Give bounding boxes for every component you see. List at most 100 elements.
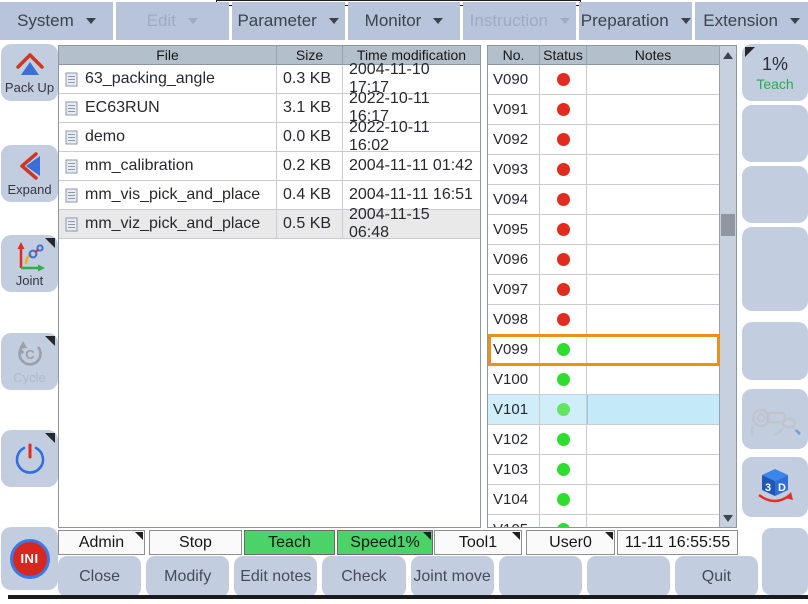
- power-button[interactable]: [1, 430, 58, 487]
- file-row-selected[interactable]: mm_viz_pick_and_place 0.5 KB 2004-11-15 …: [59, 206, 480, 241]
- status-tool[interactable]: Tool1: [434, 530, 522, 555]
- pack-up-button[interactable]: Pack Up: [1, 44, 58, 101]
- joint-button[interactable]: Joint: [1, 235, 58, 292]
- notes-cell[interactable]: [587, 365, 719, 394]
- modify-button[interactable]: Modify: [146, 556, 230, 597]
- status-cell: [540, 155, 587, 184]
- var-row[interactable]: V097: [488, 275, 736, 305]
- status-mode[interactable]: Teach: [244, 530, 335, 555]
- user-level-label: Admin: [78, 533, 125, 551]
- jog-button-3[interactable]: [742, 227, 808, 311]
- menu-preparation[interactable]: Preparation: [579, 2, 693, 40]
- var-row[interactable]: V093: [488, 155, 736, 185]
- file-row[interactable]: mm_vis_pick_and_place 0.4 KB 2004-11-11 …: [59, 181, 480, 210]
- var-row[interactable]: V091: [488, 95, 736, 125]
- menu-instruction-label: Instruction: [469, 11, 549, 30]
- jog-button-2[interactable]: [742, 166, 808, 223]
- file-column-header: File: [59, 46, 277, 64]
- var-row[interactable]: V100: [488, 365, 736, 395]
- blank-button-2[interactable]: [586, 556, 670, 597]
- close-button[interactable]: Close: [58, 556, 142, 597]
- notes-cell[interactable]: [587, 455, 719, 484]
- triangle-up-icon: [723, 51, 733, 59]
- var-row[interactable]: V095: [488, 215, 736, 245]
- mode-label: Teach: [268, 533, 311, 551]
- svg-text:3: 3: [765, 482, 771, 494]
- var-row[interactable]: V102: [488, 425, 736, 455]
- var-row[interactable]: V103: [488, 455, 736, 485]
- scroll-up-button[interactable]: [720, 46, 736, 64]
- notes-cell[interactable]: [587, 65, 719, 94]
- file-row[interactable]: demo 0.0 KB 2022-10-11 16:02: [59, 119, 480, 154]
- chevron-down-icon: [680, 18, 691, 24]
- file-row[interactable]: EC63RUN 3.1 KB 2022-10-11 16:17: [59, 90, 480, 125]
- var-row[interactable]: V096: [488, 245, 736, 275]
- status-cell: [540, 305, 587, 334]
- notes-cell[interactable]: [587, 155, 719, 184]
- notes-cell[interactable]: [587, 185, 719, 214]
- power-icon: [15, 443, 44, 474]
- notes-cell[interactable]: [587, 95, 719, 124]
- notes-cell[interactable]: [587, 125, 719, 154]
- variable-table-scrollbar[interactable]: [719, 46, 736, 527]
- chevron-down-icon: [560, 18, 571, 24]
- var-row[interactable]: V104: [488, 485, 736, 515]
- notes-cell[interactable]: [587, 245, 719, 274]
- expand-button[interactable]: Expand: [1, 145, 58, 202]
- status-dot: [556, 223, 570, 236]
- status-dot: [556, 283, 570, 296]
- speed-mode-label: Teach: [756, 75, 794, 92]
- file-row[interactable]: 63_packing_angle 0.3 KB 2004-11-10 17:17: [59, 61, 480, 96]
- speed-teach-button[interactable]: 1% Teach: [742, 44, 808, 101]
- status-user-frame[interactable]: User0: [526, 530, 615, 555]
- var-row-outlined[interactable]: V099: [488, 335, 736, 365]
- status-user-level[interactable]: Admin: [58, 530, 145, 555]
- menu-parameter-label: Parameter: [237, 11, 317, 30]
- corner-blank-button[interactable]: [762, 528, 808, 595]
- var-no: V101: [488, 395, 540, 424]
- scrollbar-thumb[interactable]: [721, 214, 735, 236]
- file-icon: [65, 130, 78, 144]
- status-dot: [556, 523, 570, 527]
- edit-notes-button[interactable]: Edit notes: [234, 556, 318, 597]
- menu-system[interactable]: System: [0, 2, 113, 40]
- joint-move-button[interactable]: Joint move: [410, 556, 494, 597]
- status-dot: [556, 73, 570, 86]
- notes-cell[interactable]: [587, 305, 719, 334]
- var-row[interactable]: V105: [488, 515, 736, 527]
- notes-cell[interactable]: [587, 485, 719, 514]
- ini-button[interactable]: INI: [1, 527, 58, 590]
- jog-button-4[interactable]: [742, 322, 808, 380]
- var-row-highlighted[interactable]: V101: [488, 395, 736, 425]
- blank-button-1[interactable]: [498, 556, 582, 597]
- menu-parameter[interactable]: Parameter: [231, 2, 345, 40]
- status-speed[interactable]: Speed1%: [337, 530, 433, 555]
- menu-instruction: Instruction: [463, 2, 577, 40]
- file-time: 2004-11-11 16:51: [349, 186, 473, 203]
- file-row[interactable]: mm_calibration 0.2 KB 2004-11-11 01:42: [59, 152, 480, 181]
- variable-table: No. Status Notes V090 V091 V092 V093 V09…: [487, 45, 737, 528]
- file-time: 2022-10-11 16:02: [349, 119, 430, 154]
- notes-cell[interactable]: [587, 425, 719, 454]
- quit-button[interactable]: Quit: [674, 556, 758, 597]
- menu-monitor[interactable]: Monitor: [347, 2, 461, 40]
- chevron-down-icon: [85, 18, 96, 24]
- notes-cell[interactable]: [587, 215, 719, 244]
- 3d-view-button[interactable]: 3 D: [742, 457, 808, 517]
- menu-monitor-label: Monitor: [364, 11, 422, 30]
- notes-cell[interactable]: [587, 515, 719, 527]
- check-button[interactable]: Check: [322, 556, 406, 597]
- notes-cell[interactable]: [587, 275, 719, 304]
- var-row[interactable]: V094: [488, 185, 736, 215]
- var-row[interactable]: V098: [488, 305, 736, 335]
- jog-button-1[interactable]: [742, 105, 808, 162]
- menu-extension[interactable]: Extension: [695, 2, 808, 40]
- var-row[interactable]: V092: [488, 125, 736, 155]
- file-icon: [65, 159, 78, 173]
- scroll-down-button[interactable]: [720, 509, 736, 527]
- notes-cell[interactable]: [587, 395, 719, 424]
- var-row[interactable]: V090: [488, 65, 736, 95]
- var-no: V092: [488, 125, 540, 154]
- notes-cell[interactable]: [587, 335, 719, 364]
- var-no: V103: [488, 455, 540, 484]
